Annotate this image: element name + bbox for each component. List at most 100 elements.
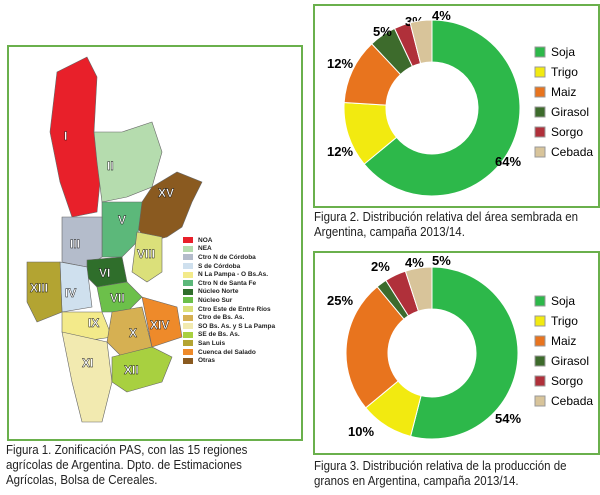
map-legend-item: N La Pampa - O Bs.As. — [183, 270, 275, 279]
legend-swatch — [183, 237, 193, 244]
legend-swatch — [183, 323, 193, 330]
map-legend-item: Ctro de Bs. As. — [183, 313, 275, 322]
legend-swatch — [534, 375, 546, 387]
region-label: XIV — [150, 318, 169, 332]
legend-swatch — [183, 271, 193, 278]
legend-label: Girasol — [551, 354, 589, 368]
legend-label: Núcleo Norte — [198, 288, 239, 296]
legend-swatch — [534, 146, 546, 158]
data-label: 4% — [405, 255, 424, 270]
legend-label: Cebada — [551, 145, 593, 159]
region-VII — [96, 281, 143, 313]
legend-swatch — [534, 46, 546, 58]
region-label: XI — [82, 356, 93, 370]
legend-label: Maiz — [551, 85, 576, 99]
region-label: I — [64, 129, 67, 143]
data-label: 12% — [327, 144, 353, 159]
region-label: V — [118, 213, 126, 227]
map-legend-item: S de Córdoba — [183, 262, 275, 271]
map-legend-item: Núcleo Sur — [183, 296, 275, 305]
legend-label: NOA — [198, 236, 213, 244]
chart1-panel: 64%Soja12%Trigo12%Maiz5%Girasol3%Sorgo4%… — [313, 4, 600, 208]
legend-swatch — [534, 315, 546, 327]
data-label: 4% — [432, 8, 451, 23]
slice-cebada — [409, 19, 433, 65]
region-label: III — [70, 237, 80, 251]
legend-label: Otras — [198, 357, 215, 365]
legend-label: Cebada — [551, 394, 593, 408]
legend-label: Sorgo — [551, 374, 583, 388]
legend-swatch — [183, 280, 193, 287]
data-label: 10% — [348, 424, 374, 439]
map-panel: I II III IV V VI VII VIII IX X XI XII XI… — [7, 45, 303, 441]
map-legend-item: Otras — [183, 356, 275, 365]
legend-swatch — [183, 340, 193, 347]
legend-swatch — [534, 86, 546, 98]
region-I — [49, 56, 103, 218]
region-XIII — [26, 261, 63, 323]
legend-swatch — [534, 355, 546, 367]
legend-swatch — [183, 314, 193, 321]
legend-label: N La Pampa - O Bs.As. — [198, 271, 269, 279]
region-label: VIII — [137, 247, 155, 261]
data-label: 25% — [327, 293, 353, 308]
data-label: 5% — [373, 24, 392, 39]
slice-soja — [410, 266, 519, 440]
data-label: 2% — [371, 259, 390, 274]
figure1-caption: Figura 1. Zonificación PAS, con las 15 r… — [6, 443, 248, 487]
legend-label: Trigo — [551, 65, 578, 79]
map-legend-item: San Luis — [183, 339, 275, 348]
legend-swatch — [534, 295, 546, 307]
legend-swatch — [183, 263, 193, 270]
legend-label: Maiz — [551, 334, 576, 348]
legend-swatch — [183, 288, 193, 295]
region-label: VII — [110, 291, 125, 305]
data-label: 64% — [495, 154, 521, 169]
legend-label: Girasol — [551, 105, 589, 119]
map-legend-item: Cuenca del Salado — [183, 348, 275, 357]
region-label: XV — [158, 186, 174, 200]
legend-swatch — [183, 331, 193, 338]
legend-label: Cuenca del Salado — [198, 348, 256, 356]
legend-swatch — [183, 254, 193, 261]
legend-swatch — [183, 349, 193, 356]
legend-label: Sorgo — [551, 125, 583, 139]
region-label: XIII — [30, 281, 48, 295]
map-legend-item: Núcleo Norte — [183, 288, 275, 297]
legend-label: Soja — [551, 294, 575, 308]
donut-chart-1: 64%Soja12%Trigo12%Maiz5%Girasol3%Sorgo4%… — [327, 8, 593, 197]
map-legend-item: NEA — [183, 245, 275, 254]
legend-label: San Luis — [198, 339, 226, 347]
map-legend-item: Ctro N de Córdoba — [183, 253, 275, 262]
legend-swatch — [183, 306, 193, 313]
map-legend: NOA NEA Ctro N de Córdoba S de Córdoba N La … — [183, 236, 275, 365]
region-XI — [61, 331, 113, 423]
map-legend-item: SO Bs. As. y S La Pampa — [183, 322, 275, 331]
region-label: VI — [99, 266, 110, 280]
legend-label: Trigo — [551, 314, 578, 328]
chart2-panel: 54% Soja 10% Trigo 25% Maiz 2% Girasol 4% Sorgo 5%… — [313, 251, 600, 455]
map-legend-item: NOA — [183, 236, 275, 245]
legend-swatch — [183, 357, 193, 364]
legend-swatch — [534, 395, 546, 407]
region-label: IX — [88, 316, 99, 330]
legend-label: Ctro Este de Entre Ríos — [198, 305, 271, 313]
region-label: II — [107, 159, 114, 173]
legend-swatch — [534, 126, 546, 138]
legend-label: SE de Bs. As. — [198, 331, 240, 339]
map-legend-item: SE de Bs. As. — [183, 331, 275, 340]
legend-swatch — [183, 245, 193, 252]
data-label: 5% — [432, 253, 451, 268]
chart1-caption: Figura 2. Distribución relativa del área… — [314, 210, 578, 239]
legend-label: S de Córdoba — [198, 262, 241, 270]
region-XIV — [141, 296, 183, 348]
data-label: 12% — [327, 56, 353, 71]
legend-swatch — [534, 335, 546, 347]
legend-label: Ctro N de Córdoba — [198, 253, 256, 261]
argentina-map: I II III IV V VI VII VIII IX X XI XII XI… — [26, 56, 203, 423]
chart2-caption: Figura 3. Distribución relativa de la pr… — [314, 459, 567, 488]
map-legend-item: Ctro N de Santa Fe — [183, 279, 275, 288]
legend-label: Núcleo Sur — [198, 296, 233, 304]
legend-label: Ctro de Bs. As. — [198, 314, 245, 322]
region-XII — [111, 346, 173, 393]
